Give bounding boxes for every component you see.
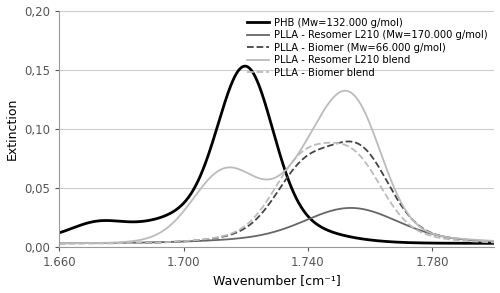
PLLA - Biomer blend xyxy=(492,241,498,244)
PHB (Mw=132.000 g/mol) xyxy=(479,241,485,245)
PHB (Mw=132.000 g/mol) xyxy=(56,231,62,235)
PHB (Mw=132.000 g/mol) xyxy=(242,64,248,68)
PLLA - Biomer blend xyxy=(399,216,405,219)
PLLA - Resomer L210 blend xyxy=(342,89,348,93)
PLLA - Resomer L210 blend xyxy=(268,177,274,181)
PLLA - Resomer L210 (Mw=170.000 g/mol) xyxy=(56,241,62,245)
PLLA - Biomer blend xyxy=(78,241,84,245)
PLLA - Biomer (Mw=66.000 g/mol) xyxy=(399,205,405,208)
PLLA - Biomer blend xyxy=(56,241,62,245)
PHB (Mw=132.000 g/mol) xyxy=(78,223,84,227)
X-axis label: Wavenumber [cm⁻¹]: Wavenumber [cm⁻¹] xyxy=(213,275,340,287)
PLLA - Biomer (Mw=66.000 g/mol) xyxy=(78,241,84,245)
PLLA - Resomer L210 blend xyxy=(78,241,84,245)
PLLA - Resomer L210 blend xyxy=(399,202,405,206)
Line: PLLA - Resomer L210 (Mw=170.000 g/mol): PLLA - Resomer L210 (Mw=170.000 g/mol) xyxy=(59,208,494,243)
PLLA - Resomer L210 (Mw=170.000 g/mol) xyxy=(78,241,84,245)
PLLA - Resomer L210 (Mw=170.000 g/mol) xyxy=(479,239,485,243)
Legend: PHB (Mw=132.000 g/mol), PLLA - Resomer L210 (Mw=170.000 g/mol), PLLA - Biomer (M: PHB (Mw=132.000 g/mol), PLLA - Resomer L… xyxy=(243,13,492,81)
PLLA - Resomer L210 blend xyxy=(479,239,485,242)
PLLA - Resomer L210 blend xyxy=(492,239,498,243)
Line: PHB (Mw=132.000 g/mol): PHB (Mw=132.000 g/mol) xyxy=(59,66,494,243)
PLLA - Biomer (Mw=66.000 g/mol) xyxy=(346,140,352,143)
PLLA - Biomer (Mw=66.000 g/mol) xyxy=(479,240,485,243)
PLLA - Biomer blend xyxy=(479,240,485,244)
PLLA - Resomer L210 (Mw=170.000 g/mol) xyxy=(268,231,274,234)
PLLA - Biomer (Mw=66.000 g/mol) xyxy=(56,241,62,245)
PHB (Mw=132.000 g/mol) xyxy=(492,241,498,245)
PLLA - Resomer L210 (Mw=170.000 g/mol) xyxy=(256,234,262,237)
PHB (Mw=132.000 g/mol) xyxy=(256,85,262,88)
PHB (Mw=132.000 g/mol) xyxy=(479,241,485,245)
PLLA - Resomer L210 (Mw=170.000 g/mol) xyxy=(399,222,405,225)
PLLA - Biomer (Mw=66.000 g/mol) xyxy=(268,200,274,203)
PHB (Mw=132.000 g/mol) xyxy=(268,122,274,125)
Line: PLLA - Biomer (Mw=66.000 g/mol): PLLA - Biomer (Mw=66.000 g/mol) xyxy=(59,142,494,243)
Y-axis label: Extinction: Extinction xyxy=(6,98,18,160)
PHB (Mw=132.000 g/mol) xyxy=(399,241,405,244)
PLLA - Resomer L210 blend xyxy=(479,239,485,242)
PLLA - Biomer (Mw=66.000 g/mol) xyxy=(256,214,262,218)
PLLA - Resomer L210 blend xyxy=(56,241,62,245)
PLLA - Biomer (Mw=66.000 g/mol) xyxy=(492,240,498,244)
PLLA - Biomer blend xyxy=(268,193,274,197)
PLLA - Resomer L210 (Mw=170.000 g/mol) xyxy=(479,239,485,243)
Line: PLLA - Biomer blend: PLLA - Biomer blend xyxy=(59,143,494,243)
PLLA - Biomer (Mw=66.000 g/mol) xyxy=(479,240,485,243)
PLLA - Biomer blend xyxy=(479,240,485,244)
PLLA - Resomer L210 (Mw=170.000 g/mol) xyxy=(348,206,354,210)
PLLA - Resomer L210 (Mw=170.000 g/mol) xyxy=(492,240,498,243)
PLLA - Resomer L210 blend xyxy=(256,177,262,180)
PLLA - Biomer blend xyxy=(256,210,262,213)
PLLA - Biomer blend xyxy=(328,141,334,144)
Line: PLLA - Resomer L210 blend: PLLA - Resomer L210 blend xyxy=(59,91,494,243)
